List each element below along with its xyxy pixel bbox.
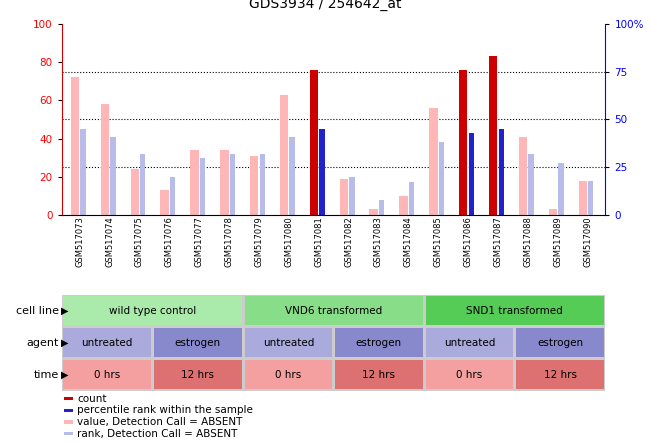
Bar xyxy=(80,129,86,215)
Text: 0 hrs: 0 hrs xyxy=(94,370,120,380)
Text: ▶: ▶ xyxy=(61,306,68,316)
Bar xyxy=(319,129,325,215)
Bar xyxy=(489,207,497,215)
Bar xyxy=(459,70,467,215)
Text: untreated: untreated xyxy=(262,338,314,348)
Bar xyxy=(549,209,557,215)
Bar xyxy=(64,420,74,424)
Text: rank, Detection Call = ABSENT: rank, Detection Call = ABSENT xyxy=(77,429,238,439)
Bar xyxy=(154,329,242,357)
Bar xyxy=(459,207,467,215)
Bar xyxy=(245,297,422,325)
Bar xyxy=(230,154,235,215)
Bar xyxy=(310,205,318,215)
Bar xyxy=(399,196,408,215)
Bar xyxy=(71,77,79,215)
Bar xyxy=(170,177,175,215)
Bar xyxy=(110,137,116,215)
Text: untreated: untreated xyxy=(444,338,495,348)
Bar xyxy=(409,182,414,215)
Text: 12 hrs: 12 hrs xyxy=(181,370,214,380)
Text: 0 hrs: 0 hrs xyxy=(275,370,301,380)
Bar xyxy=(519,137,527,215)
Bar xyxy=(469,133,474,215)
Text: wild type control: wild type control xyxy=(109,306,196,316)
Bar xyxy=(499,129,504,215)
Text: value, Detection Call = ABSENT: value, Detection Call = ABSENT xyxy=(77,417,242,427)
Bar xyxy=(379,200,384,215)
Text: untreated: untreated xyxy=(81,338,133,348)
Bar xyxy=(190,150,199,215)
Bar xyxy=(579,181,587,215)
Text: VND6 transformed: VND6 transformed xyxy=(285,306,382,316)
Text: estrogen: estrogen xyxy=(356,338,402,348)
Bar xyxy=(349,177,355,215)
Bar xyxy=(154,361,242,389)
Text: 12 hrs: 12 hrs xyxy=(363,370,395,380)
Text: 12 hrs: 12 hrs xyxy=(544,370,577,380)
Bar xyxy=(63,329,151,357)
Bar xyxy=(310,70,318,215)
Bar xyxy=(516,361,604,389)
Bar xyxy=(588,181,594,215)
Text: 0 hrs: 0 hrs xyxy=(456,370,482,380)
Bar xyxy=(245,329,332,357)
Bar xyxy=(64,432,74,436)
Text: cell line: cell line xyxy=(16,306,59,316)
Text: estrogen: estrogen xyxy=(174,338,221,348)
Bar xyxy=(131,169,139,215)
Bar xyxy=(140,154,145,215)
Bar xyxy=(64,409,74,412)
Text: SND1 transformed: SND1 transformed xyxy=(467,306,563,316)
Bar xyxy=(529,154,534,215)
Text: count: count xyxy=(77,394,107,404)
Text: time: time xyxy=(33,370,59,380)
Bar xyxy=(63,361,151,389)
Bar xyxy=(426,297,604,325)
Bar xyxy=(64,397,74,400)
Text: estrogen: estrogen xyxy=(537,338,583,348)
Bar xyxy=(245,361,332,389)
Bar xyxy=(426,361,514,389)
Bar xyxy=(340,178,348,215)
Text: agent: agent xyxy=(26,338,59,348)
Bar xyxy=(489,56,497,215)
Bar xyxy=(200,158,205,215)
Bar xyxy=(559,163,564,215)
Bar xyxy=(516,329,604,357)
Bar xyxy=(101,104,109,215)
Bar xyxy=(335,329,422,357)
Bar xyxy=(290,137,295,215)
Bar xyxy=(63,297,242,325)
Text: ▶: ▶ xyxy=(61,338,68,348)
Bar xyxy=(220,150,229,215)
Bar xyxy=(426,329,514,357)
Bar xyxy=(250,156,258,215)
Bar xyxy=(370,209,378,215)
Bar xyxy=(439,143,444,215)
Bar xyxy=(160,190,169,215)
Bar xyxy=(335,361,422,389)
Text: ▶: ▶ xyxy=(61,370,68,380)
Bar xyxy=(429,108,437,215)
Bar xyxy=(280,95,288,215)
Text: GDS3934 / 254642_at: GDS3934 / 254642_at xyxy=(249,0,402,11)
Bar xyxy=(260,154,265,215)
Text: percentile rank within the sample: percentile rank within the sample xyxy=(77,405,253,416)
